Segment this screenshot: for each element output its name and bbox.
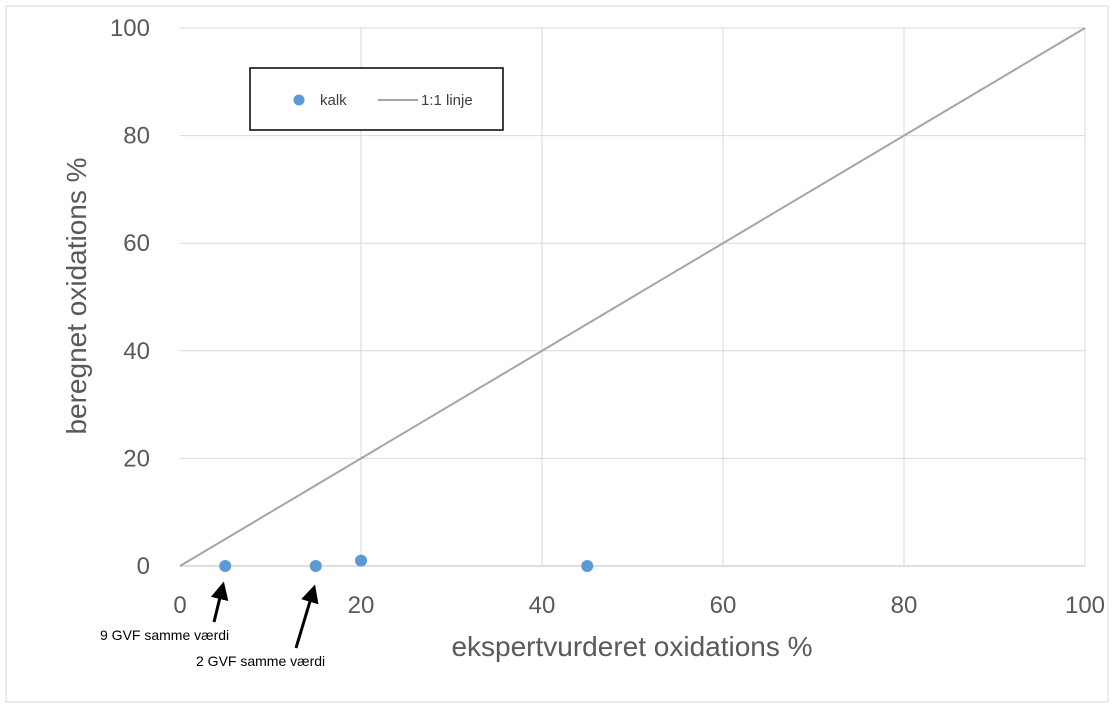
- data-point-kalk: [581, 560, 594, 572]
- y-tick-label: 20: [123, 445, 150, 472]
- y-axis-title: beregnet oxidations %: [61, 157, 92, 434]
- legend-marker-kalk: [293, 94, 305, 106]
- annotation-label-2-gvf: 2 GVF samme værdi: [196, 653, 325, 669]
- y-tick-label: 100: [110, 15, 150, 42]
- y-tick-label: 40: [123, 338, 150, 365]
- chart-border: [5, 5, 1109, 703]
- legend-label-kalk: kalk: [320, 92, 347, 109]
- legend: kalk 1:1 linje: [249, 67, 504, 131]
- legend-label-1-1-linje: 1:1 linje: [421, 92, 473, 109]
- y-tick-labels: 0 20 40 60 80 100: [110, 15, 150, 580]
- x-tick-label: 100: [1065, 592, 1105, 619]
- x-tick-label: 60: [710, 592, 737, 619]
- annotation-arrow-9-gvf: [210, 581, 229, 623]
- x-axis-title: ekspertvurderet oxidations %: [451, 631, 812, 662]
- data-point-kalk: [355, 554, 367, 567]
- annotation-label-9-gvf: 9 GVF samme værdi: [100, 627, 229, 643]
- x-tick-label: 0: [173, 592, 186, 619]
- y-tick-label: 0: [137, 553, 150, 580]
- y-tick-label: 80: [123, 123, 150, 150]
- annotations: 9 GVF samme værdi 2 GVF samme værdi: [100, 581, 325, 669]
- x-tick-labels: 0 20 40 60 80 100: [173, 592, 1105, 619]
- data-point-kalk: [219, 560, 232, 572]
- x-tick-label: 40: [529, 592, 556, 619]
- x-tick-label: 80: [891, 592, 918, 619]
- data-point-kalk: [309, 560, 322, 572]
- data-points: [219, 554, 594, 572]
- series-line-1-1-linje: [179, 27, 1086, 567]
- gridlines: [180, 27, 1086, 567]
- reference-lines: [179, 27, 1086, 567]
- x-tick-label: 20: [348, 592, 375, 619]
- y-tick-label: 60: [123, 230, 150, 257]
- annotation-arrow-2-gvf: [294, 584, 319, 649]
- legend-box: [249, 67, 504, 131]
